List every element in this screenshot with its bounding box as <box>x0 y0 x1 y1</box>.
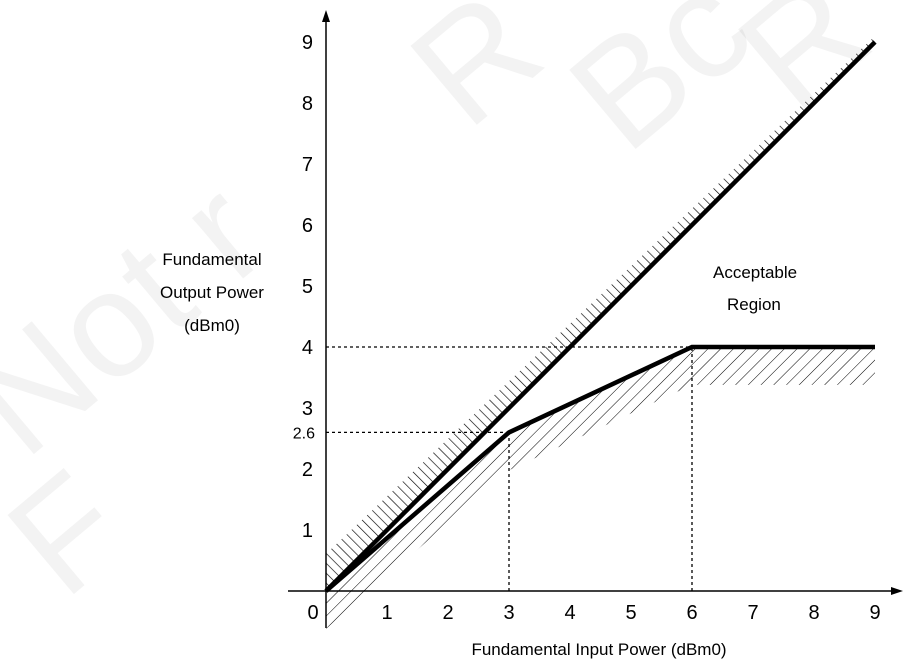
annotation-line-1: Acceptable <box>713 263 797 282</box>
annotation-acceptable-region: Acceptable Region <box>713 263 797 314</box>
watermark-text-3: R <box>380 0 571 157</box>
x-tick-label: 5 <box>625 602 636 624</box>
x-tick-label: 2 <box>442 602 453 624</box>
x-axis-arrow <box>891 587 903 595</box>
axes <box>288 10 903 628</box>
x-axis-label: Fundamental Input Power (dBm0) <box>471 640 726 659</box>
y-axis-label-line-1: Fundamental <box>162 250 261 269</box>
y-axis-label-line-2: Output Power <box>160 283 264 302</box>
x-tick-label: 0 <box>307 602 318 624</box>
tick-labels: 0 1 2 3 4 5 6 7 8 9 1 2 3 4 5 6 7 8 9 2.6 <box>293 32 881 624</box>
y-tick-label: 8 <box>302 93 313 115</box>
x-tick-label: 1 <box>381 602 392 624</box>
y-axis-label-line-3: (dBm0) <box>184 316 240 335</box>
y-tick-label: 2 <box>302 459 313 481</box>
y-tick-label-extra: 2.6 <box>293 425 315 442</box>
series-line-2 <box>324 344 875 593</box>
annotation-line-2: Region <box>727 295 781 314</box>
x-tick-label: 9 <box>869 602 880 624</box>
lower-limit-hatch <box>326 347 875 629</box>
y-tick-label: 3 <box>302 398 313 420</box>
y-tick-label: 9 <box>302 32 313 54</box>
x-tick-label: 8 <box>808 602 819 624</box>
y-axis-arrow <box>322 10 330 22</box>
x-tick-label: 6 <box>686 602 697 624</box>
y-tick-label: 5 <box>302 276 313 298</box>
watermark-text-1: Not r <box>0 149 294 487</box>
y-tick-label: 7 <box>302 154 313 176</box>
y-tick-label: 6 <box>302 215 313 237</box>
series <box>324 40 877 593</box>
series-line-1 <box>324 40 877 593</box>
y-tick-label: 4 <box>302 337 313 359</box>
x-tick-label: 7 <box>747 602 758 624</box>
reference-lines <box>326 346 693 591</box>
watermark-text-2: F <box>0 439 155 627</box>
x-tick-label: 4 <box>564 602 575 624</box>
y-axis-label: Fundamental Output Power (dBm0) <box>160 250 264 335</box>
y-tick-label: 1 <box>302 520 313 542</box>
x-tick-label: 3 <box>503 602 514 624</box>
